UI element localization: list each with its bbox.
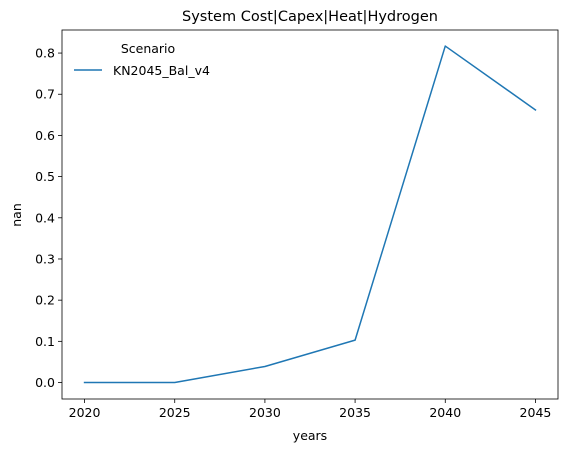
x-tick-label: 2025 xyxy=(159,405,191,420)
y-tick-label: 0.7 xyxy=(35,87,55,102)
y-tick-label: 0.6 xyxy=(35,128,55,143)
legend-entry-label: KN2045_Bal_v4 xyxy=(113,63,210,78)
legend: Scenario KN2045_Bal_v4 xyxy=(74,41,210,78)
chart-title: System Cost|Capex|Heat|Hydrogen xyxy=(182,9,438,25)
y-axis-label: nan xyxy=(9,203,24,227)
x-tick-label: 2035 xyxy=(339,405,371,420)
x-tick-label: 2045 xyxy=(520,405,552,420)
y-tick-label: 0.0 xyxy=(35,375,55,390)
plot-area: 2020 2025 2030 2035 2040 2045 0.0 0.1 0.2 0.3 0.4 0… xyxy=(35,45,552,420)
x-tick-label: 2020 xyxy=(69,405,101,420)
x-tick-label: 2030 xyxy=(249,405,281,420)
x-tick-label: 2040 xyxy=(429,405,461,420)
legend-title: Scenario xyxy=(121,41,175,56)
y-tick-label: 0.4 xyxy=(35,210,55,225)
y-tick-label: 0.1 xyxy=(35,334,55,349)
y-tick-label: 0.8 xyxy=(35,46,55,61)
y-tick-label: 0.3 xyxy=(35,251,55,266)
y-tick-label: 0.2 xyxy=(35,293,55,308)
series-line-KN2045_Bal_v4 xyxy=(83,45,537,384)
y-tick-label: 0.5 xyxy=(35,169,55,184)
x-axis-label: years xyxy=(293,428,327,443)
plot-frame xyxy=(61,29,559,400)
